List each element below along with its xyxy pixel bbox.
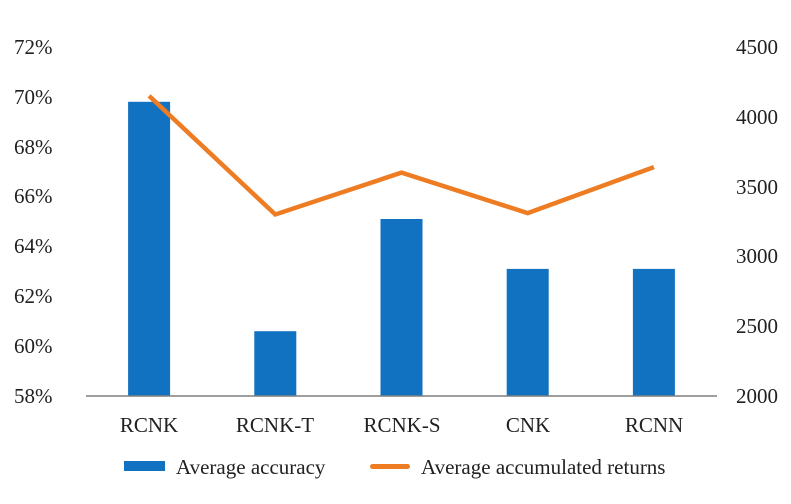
bar-rcnk-s (380, 219, 423, 396)
right-axis-tick: 4500 (736, 35, 778, 59)
category-label: RCNK-S (363, 413, 441, 437)
left-axis-tick: 66% (14, 184, 53, 208)
left-axis-tick: 62% (14, 284, 53, 308)
bar-rcnn (632, 268, 675, 396)
category-label: RCNK-T (235, 413, 315, 437)
right-axis-tick: 2500 (736, 314, 778, 338)
legend-line-swatch (370, 464, 410, 469)
bar-rcnk-t (254, 331, 297, 396)
left-axis-tick: 68% (14, 135, 53, 159)
right-axis-tick: 3500 (736, 175, 778, 199)
left-axis-tick: 58% (14, 384, 53, 408)
left-axis-tick: 72% (14, 35, 53, 59)
legend-label-returns: Average accumulated returns (421, 455, 666, 479)
returns-line (147, 94, 655, 218)
category-label: CNK (505, 413, 551, 437)
left-axis-tick: 60% (14, 334, 53, 358)
left-axis-tick: 70% (14, 85, 53, 109)
right-axis-tick: 4000 (736, 105, 778, 129)
left-axis-tick: 64% (14, 234, 53, 258)
legend-label-accuracy: Average accuracy (176, 455, 326, 479)
right-axis-tick: 3000 (736, 244, 778, 268)
bar-rcnk (128, 101, 171, 397)
category-label: RCNN (624, 413, 684, 437)
category-label: RCNK (119, 413, 179, 437)
legend-bar-swatch (124, 461, 165, 471)
right-axis-tick: 2000 (736, 384, 778, 408)
bar-cnk (506, 268, 549, 396)
